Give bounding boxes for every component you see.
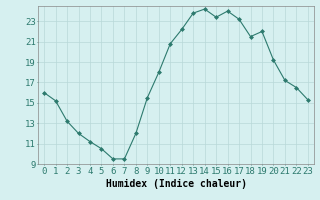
X-axis label: Humidex (Indice chaleur): Humidex (Indice chaleur) xyxy=(106,179,246,189)
